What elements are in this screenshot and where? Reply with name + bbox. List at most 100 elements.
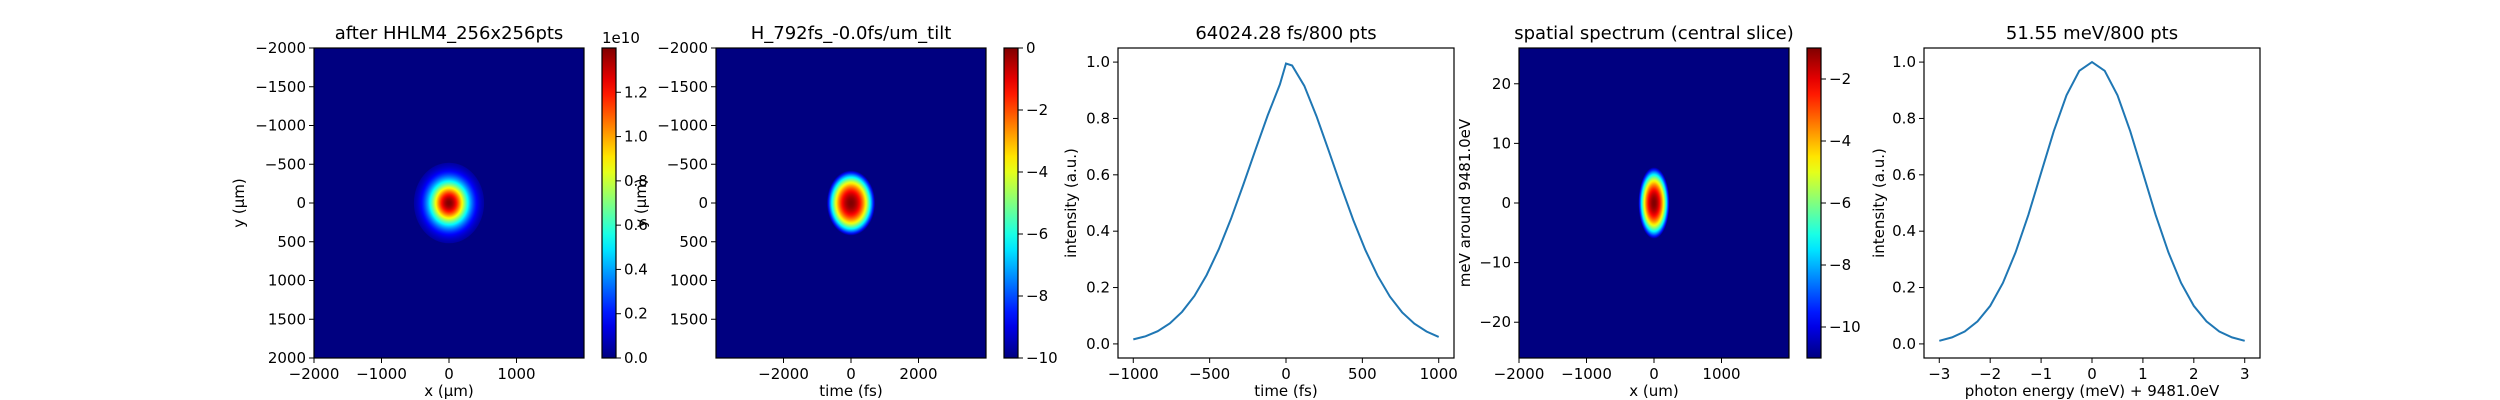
panel-2-colorbar-label-3: −6 xyxy=(1026,225,1048,243)
panel-4-y-tick-label-4: 20 xyxy=(1492,75,1511,93)
panel-5-x-tick-label-4: 1 xyxy=(2138,365,2148,383)
panel-2-y-tick-label-7: 1500 xyxy=(670,310,708,328)
panel-1-colorbar-label-3: 0.6 xyxy=(624,216,648,234)
panel-2-y-tick-label-6: 1000 xyxy=(670,272,708,290)
panel-3-series xyxy=(1133,62,1440,341)
panel-1-colorbar-ramp xyxy=(602,48,616,358)
panel-5-series xyxy=(1939,60,2245,342)
panel-1-y-ticks: −2000 −1500 −1000 −500 0 500 1000 1500 2000 xyxy=(255,39,314,367)
panel-5-x-tick-label-6: 3 xyxy=(2240,365,2250,383)
panel-2-x-tick-label-0: −2000 xyxy=(758,365,809,383)
panel-3-plot-area xyxy=(1118,48,1454,358)
panel-4-colorbar-ramp xyxy=(1807,48,1821,358)
panel-3-x-ticks: −1000 −500 0 500 1000 xyxy=(1108,358,1458,383)
panel-3: 64024.28 fs/800 pts −1000 −500 0 500 1000 0.… xyxy=(1062,23,1458,400)
panel-1-y-tick-label-1: −1500 xyxy=(255,78,306,96)
panel-2-y-tick-label-5: 500 xyxy=(679,233,708,251)
panel-5-x-tick-label-1: −2 xyxy=(1979,365,2001,383)
panel-2-x-tick-label-2: 2000 xyxy=(899,365,937,383)
panel-2-y-label: y (μm) xyxy=(632,178,650,228)
panel-5-y-tick-label-1: 0.2 xyxy=(1892,279,1916,297)
panel-2-x-label: time (fs) xyxy=(819,382,882,400)
panel-4-colorbar-label-4: −10 xyxy=(1829,318,1861,336)
panel-4-x-tick-label-1: −1000 xyxy=(1561,365,1612,383)
panel-4-x-tick-label-0: −2000 xyxy=(1494,365,1545,383)
panel-4-x-tick-label-3: 1000 xyxy=(1702,365,1740,383)
panel-3-x-tick-label-1: −500 xyxy=(1189,365,1230,383)
panel-2-colorbar-label-4: −8 xyxy=(1026,287,1048,305)
panel-1: after HHLM4_256x256pts −2000 −1000 0 1000 −… xyxy=(230,23,648,400)
panel-5-x-tick-label-3: 0 xyxy=(2087,365,2097,383)
panel-5-x-tick-label-2: −1 xyxy=(2030,365,2052,383)
panel-3-y-ticks: 0.0 0.2 0.4 0.6 0.8 1.0 xyxy=(1086,53,1118,353)
panel-4-x-ticks: −2000 −1000 0 1000 xyxy=(1494,358,1741,383)
panel-4: spatial spectrum (central slice) −2000 −1… xyxy=(1456,23,1861,400)
panel-1-colorbar-label-5: 1.0 xyxy=(624,128,648,146)
panel-4-colorbar: −2 −4 −6 −8 −10 xyxy=(1806,47,1861,359)
panel-3-y-label: intensity (a.u.) xyxy=(1062,148,1080,258)
panel-5-x-tick-label-0: −3 xyxy=(1928,365,1950,383)
panel-4-colorbar-label-3: −8 xyxy=(1829,256,1851,274)
panel-1-colorbar-label-4: 0.8 xyxy=(624,172,648,190)
panel-2-colorbar-label-5: −10 xyxy=(1026,349,1058,367)
panel-1-y-tick-label-4: 0 xyxy=(296,194,306,212)
panel-1-y-tick-label-7: 1500 xyxy=(268,310,306,328)
panel-4-x-label: x (um) xyxy=(1629,382,1678,400)
panel-2-plot xyxy=(716,48,986,358)
panel-1-y-tick-label-2: −1000 xyxy=(255,117,306,135)
panel-3-x-tick-label-0: −1000 xyxy=(1108,365,1159,383)
panel-2-title: H_792fs_-0.0fs/um_tilt xyxy=(751,23,952,44)
panel-1-y-label: y (μm) xyxy=(230,178,248,228)
panel-4-beam-spot xyxy=(1638,167,1670,239)
panel-3-title: 64024.28 fs/800 pts xyxy=(1195,23,1376,44)
panel-2-y-tick-label-2: −1000 xyxy=(657,117,708,135)
panel-1-y-tick-label-6: 1000 xyxy=(268,272,306,290)
panel-5: 51.55 meV/800 pts −3 −2 −1 0 1 2 3 0.0 0.2 0.4 0.… xyxy=(1870,23,2261,400)
panel-2-x-ticks: −2000 0 2000 xyxy=(758,358,938,383)
panel-1-x-tick-label-0: −2000 xyxy=(289,365,340,383)
panel-4-title: spatial spectrum (central slice) xyxy=(1514,23,1794,44)
panel-1-y-tick-label-5: 500 xyxy=(277,233,306,251)
panel-3-x-tick-label-2: 0 xyxy=(1281,365,1291,383)
panel-4-colorbar-label-0: −2 xyxy=(1829,70,1851,88)
panel-3-y-tick-label-0: 0.0 xyxy=(1086,335,1110,353)
panel-5-y-tick-label-2: 0.4 xyxy=(1892,222,1916,240)
panel-3-x-label: time (fs) xyxy=(1254,382,1317,400)
panel-4-y-ticks: −20 −10 0 10 20 xyxy=(1479,75,1519,331)
panel-2-colorbar-label-2: −4 xyxy=(1026,163,1048,181)
panel-5-x-ticks: −3 −2 −1 0 1 2 3 xyxy=(1928,358,2250,383)
panel-5-x-label: photon energy (meV) + 9481.0eV xyxy=(1965,382,2220,400)
panel-1-colorbar-label-6: 1.2 xyxy=(624,83,648,101)
panel-1-x-tick-label-1: −1000 xyxy=(356,365,407,383)
panel-5-series-line-0 xyxy=(1939,60,2245,342)
panel-5-y-ticks: 0.0 0.2 0.4 0.6 0.8 1.0 xyxy=(1892,53,1924,353)
panel-5-x-tick-label-5: 2 xyxy=(2189,365,2199,383)
panel-2-y-tick-label-0: −2000 xyxy=(657,39,708,57)
panel-1-colorbar-frame xyxy=(601,47,617,359)
panel-1-colorbar-label-2: 0.4 xyxy=(624,260,648,278)
panel-5-y-tick-label-0: 0.0 xyxy=(1892,335,1916,353)
panel-2-colorbar-label-0: 0 xyxy=(1026,39,1036,57)
panel-1-y-tick-label-8: 2000 xyxy=(268,349,306,367)
panel-3-y-tick-label-1: 0.2 xyxy=(1086,279,1110,297)
panel-2-colorbar-frame xyxy=(1003,47,1019,359)
panel-3-y-tick-label-5: 1.0 xyxy=(1086,53,1110,71)
panel-4-y-tick-label-2: 0 xyxy=(1501,194,1511,212)
panel-1-y-tick-label-0: −2000 xyxy=(255,39,306,57)
panel-1-colorbar: 0.0 0.2 0.4 0.6 0.8 1.0 1.2 xyxy=(601,47,648,367)
panel-3-y-tick-label-2: 0.4 xyxy=(1086,222,1110,240)
panel-5-title: 51.55 meV/800 pts xyxy=(2006,23,2178,44)
panel-1-x-tick-label-2: 0 xyxy=(444,365,454,383)
panel-4-y-label: meV around 9481.0eV xyxy=(1456,118,1474,287)
panel-3-y-tick-label-3: 0.6 xyxy=(1086,166,1110,184)
panel-1-x-label: x (μm) xyxy=(424,382,474,400)
panel-5-y-tick-label-4: 0.8 xyxy=(1892,109,1916,127)
panel-4-y-tick-label-0: −20 xyxy=(1479,313,1511,331)
panel-5-plot-area xyxy=(1924,48,2260,358)
panel-3-y-tick-label-4: 0.8 xyxy=(1086,109,1110,127)
panel-4-colorbar-label-2: −6 xyxy=(1829,194,1851,212)
panel-3-x-tick-label-3: 500 xyxy=(1348,365,1377,383)
panel-2-y-tick-label-1: −1500 xyxy=(657,78,708,96)
panel-4-y-tick-label-1: −10 xyxy=(1479,254,1511,272)
panel-5-y-tick-label-3: 0.6 xyxy=(1892,166,1916,184)
